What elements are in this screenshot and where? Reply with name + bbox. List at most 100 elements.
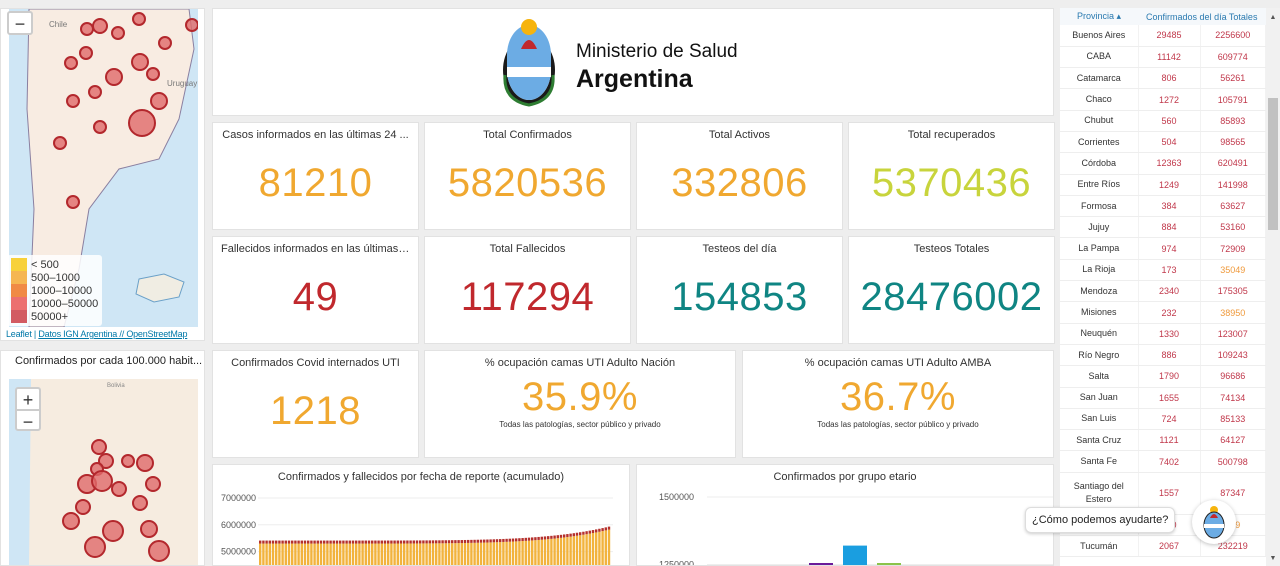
card-value: 5370436 xyxy=(871,161,1032,205)
table-row[interactable]: Chubut 560 85893 xyxy=(1060,110,1266,132)
deaths-bar xyxy=(275,540,278,544)
table-row[interactable]: San Juan 1655 74134 xyxy=(1060,387,1266,409)
zoom-out-button[interactable]: − xyxy=(7,11,33,35)
case-circle[interactable] xyxy=(140,520,158,538)
confirmed-bar xyxy=(598,531,601,565)
case-circle[interactable] xyxy=(121,454,135,468)
deaths-bar xyxy=(316,540,319,544)
case-circle[interactable] xyxy=(102,520,124,542)
chat-prompt-bubble[interactable]: ¿Cómo podemos ayudarte? xyxy=(1025,507,1176,533)
table-row[interactable]: Neuquén 1330 123007 xyxy=(1060,323,1266,345)
table-row[interactable]: Santa Cruz 1121 64127 xyxy=(1060,429,1266,452)
daily-confirmed: 11142 xyxy=(1138,46,1201,69)
case-circle[interactable] xyxy=(80,22,94,36)
column-header-confirmados[interactable]: Confirmados del día Totales xyxy=(1138,8,1266,25)
case-circle[interactable] xyxy=(62,512,80,530)
table-row[interactable]: La Rioja 173 35049 xyxy=(1060,259,1266,282)
table-row[interactable]: Mendoza 2340 175305 xyxy=(1060,280,1266,303)
table-row[interactable]: Río Negro 886 109243 xyxy=(1060,344,1266,367)
case-circle[interactable] xyxy=(111,481,127,497)
case-circle[interactable] xyxy=(79,46,93,60)
case-circle[interactable] xyxy=(53,136,67,150)
table-row[interactable]: La Pampa 974 72909 xyxy=(1060,237,1266,260)
confirmed-bar xyxy=(486,542,489,565)
table-row[interactable]: Chaco 1272 105791 xyxy=(1060,88,1266,111)
map-panel-cases: Chile Uruguay − < 500 500–1000 1000–10000 1… xyxy=(0,8,205,341)
case-circle[interactable] xyxy=(136,454,154,472)
case-circle[interactable] xyxy=(98,453,114,469)
table-row[interactable]: Córdoba 12363 620491 xyxy=(1060,152,1266,175)
table-row[interactable]: Jujuy 884 53160 xyxy=(1060,216,1266,239)
province-name: CABA xyxy=(1060,46,1139,69)
confirmed-bar xyxy=(271,543,275,565)
table-row[interactable]: Formosa 384 63627 xyxy=(1060,195,1266,218)
table-row[interactable]: Salta 1790 96686 xyxy=(1060,365,1266,388)
map-cases[interactable]: Chile Uruguay xyxy=(9,9,198,327)
confirmed-bar xyxy=(470,542,473,565)
case-circle[interactable] xyxy=(91,439,107,455)
table-row[interactable]: Catamarca 806 56261 xyxy=(1060,67,1266,90)
case-circle[interactable] xyxy=(145,476,161,492)
confirmed-bar xyxy=(326,543,329,565)
osm-link[interactable]: Datos IGN Argentina // OpenStreetMap xyxy=(38,329,188,339)
case-circle[interactable] xyxy=(146,67,160,81)
case-circle[interactable] xyxy=(93,120,107,134)
case-circle[interactable] xyxy=(111,26,125,40)
deaths-bar xyxy=(499,539,502,543)
column-header-provincia[interactable]: Provincia ▴ xyxy=(1060,8,1138,25)
confirmed-bar xyxy=(300,543,303,565)
table-row[interactable]: CABA 11142 609774 xyxy=(1060,46,1266,69)
case-circle[interactable] xyxy=(75,499,91,515)
daily-confirmed: 173 xyxy=(1138,259,1201,282)
table-row[interactable]: Misiones 232 38950 xyxy=(1060,301,1266,324)
deaths-bar xyxy=(479,539,483,543)
legend-label: 10000–50000 xyxy=(31,297,99,310)
table-row[interactable]: Tucumán 2067 232219 xyxy=(1060,535,1266,558)
scroll-up-arrow[interactable]: ▲ xyxy=(1269,14,1277,21)
case-circle[interactable] xyxy=(132,495,148,511)
deaths-bar xyxy=(534,537,537,541)
scrollbar-thumb[interactable] xyxy=(1268,98,1278,230)
chatbot-button[interactable] xyxy=(1192,500,1236,544)
case-circle[interactable] xyxy=(66,195,80,209)
case-circle[interactable] xyxy=(148,540,170,562)
case-circle[interactable] xyxy=(150,92,168,110)
zoom-in-button[interactable]: + xyxy=(15,387,41,410)
table-scrollbar[interactable]: ▲ ▼ xyxy=(1266,8,1280,566)
daily-confirmed: 1249 xyxy=(1138,174,1201,196)
case-circle[interactable] xyxy=(66,94,80,108)
case-circle[interactable] xyxy=(132,12,146,26)
case-circle[interactable] xyxy=(105,68,123,86)
case-circle[interactable] xyxy=(92,18,108,34)
card-subtitle: Todas las patologías, sector público y p… xyxy=(817,420,979,429)
case-circle[interactable] xyxy=(88,85,102,99)
table-row[interactable]: Entre Ríos 1249 141998 xyxy=(1060,174,1266,196)
scroll-down-arrow[interactable]: ▼ xyxy=(1269,555,1277,562)
case-circle[interactable] xyxy=(91,470,113,492)
deaths-bar xyxy=(297,540,300,544)
confirmed-bar xyxy=(585,534,588,565)
case-circle[interactable] xyxy=(131,53,149,71)
kpi-card: Total Activos 332806 xyxy=(636,122,843,230)
leaflet-link[interactable]: Leaflet xyxy=(6,329,32,339)
deaths-bar xyxy=(505,538,508,542)
province-name: Jujuy xyxy=(1060,216,1139,239)
table-row[interactable]: Buenos Aires 29485 2256600 xyxy=(1060,25,1266,47)
table-row[interactable]: San Luis 724 85133 xyxy=(1060,408,1266,431)
table-row[interactable]: Corrientes 504 98565 xyxy=(1060,131,1266,154)
daily-confirmed: 886 xyxy=(1138,344,1201,367)
case-circle[interactable] xyxy=(64,56,78,70)
zoom-out-button[interactable]: − xyxy=(15,409,41,432)
confirmed-bar xyxy=(348,543,351,565)
confirmed-bar xyxy=(566,537,569,565)
age-group-chart: 1500000 1250000 xyxy=(659,492,1053,565)
case-circle[interactable] xyxy=(158,36,172,50)
case-circle[interactable] xyxy=(185,18,198,32)
deaths-bar xyxy=(409,540,412,544)
confirmed-bar xyxy=(579,535,582,565)
daily-confirmed: 1121 xyxy=(1138,429,1201,452)
table-row[interactable]: Santa Fe 7402 500798 xyxy=(1060,450,1266,473)
case-circle[interactable] xyxy=(128,109,156,137)
case-circle[interactable] xyxy=(84,536,106,558)
province-name: San Luis xyxy=(1060,408,1139,431)
